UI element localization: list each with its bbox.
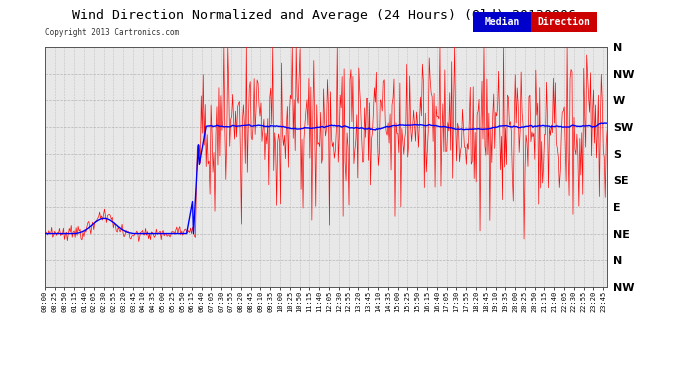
Text: Median: Median [484, 17, 520, 27]
Text: Direction: Direction [538, 17, 591, 27]
Text: Copyright 2013 Cartronics.com: Copyright 2013 Cartronics.com [45, 28, 179, 37]
Text: Wind Direction Normalized and Average (24 Hours) (Old) 20130906: Wind Direction Normalized and Average (2… [72, 9, 576, 22]
